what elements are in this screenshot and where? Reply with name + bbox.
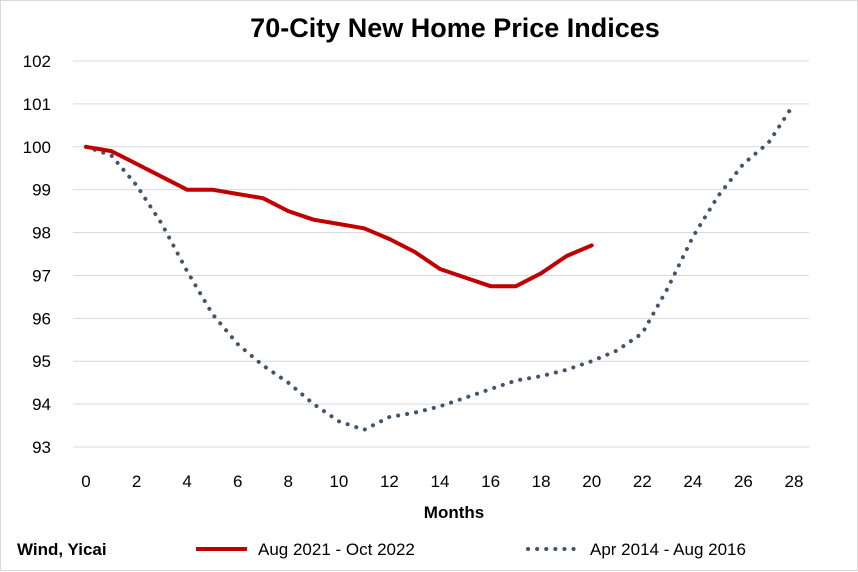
series-line-1 — [84, 101, 796, 432]
x-tick-label: 16 — [481, 472, 500, 491]
x-tick-label: 26 — [734, 472, 753, 491]
y-axis-tick-labels: 93 94 95 96 97 98 99 100 101 102 — [23, 52, 51, 457]
y-tick-label: 93 — [32, 438, 51, 457]
legend-label-0: Aug 2021 - Oct 2022 — [258, 540, 415, 559]
y-tick-label: 95 — [32, 352, 51, 371]
x-tick-label: 8 — [284, 472, 293, 491]
legend-label-1: Apr 2014 - Aug 2016 — [590, 540, 746, 559]
series-lines — [84, 101, 796, 432]
chart-title: 70-City New Home Price Indices — [250, 13, 660, 43]
x-tick-label: 2 — [132, 472, 141, 491]
x-tick-label: 20 — [582, 472, 601, 491]
x-tick-label: 4 — [182, 472, 191, 491]
x-tick-label: 22 — [633, 472, 652, 491]
x-tick-label: 12 — [380, 472, 399, 491]
y-tick-label: 101 — [23, 95, 51, 114]
source-note: Wind, Yicai — [17, 540, 107, 559]
x-tick-label: 10 — [329, 472, 348, 491]
y-tick-label: 100 — [23, 138, 51, 157]
y-tick-label: 98 — [32, 224, 51, 243]
x-tick-label: 18 — [532, 472, 551, 491]
y-tick-label: 102 — [23, 52, 51, 71]
legend: Aug 2021 - Oct 2022 Apr 2014 - Aug 2016 — [196, 540, 746, 559]
series-line-0 — [84, 144, 594, 289]
y-tick-label: 97 — [32, 266, 51, 285]
x-axis-tick-labels: 0 2 4 6 8 10 12 14 16 18 20 22 24 26 28 — [81, 472, 803, 491]
y-tick-label: 99 — [32, 181, 51, 200]
x-tick-label: 28 — [785, 472, 804, 491]
y-tick-label: 94 — [32, 395, 51, 414]
x-tick-label: 6 — [233, 472, 242, 491]
y-tick-label: 96 — [32, 309, 51, 328]
x-tick-label: 0 — [81, 472, 90, 491]
x-axis-title: Months — [424, 503, 484, 522]
x-tick-label: 14 — [431, 472, 450, 491]
x-tick-label: 24 — [683, 472, 702, 491]
y-gridlines — [73, 60, 809, 448]
